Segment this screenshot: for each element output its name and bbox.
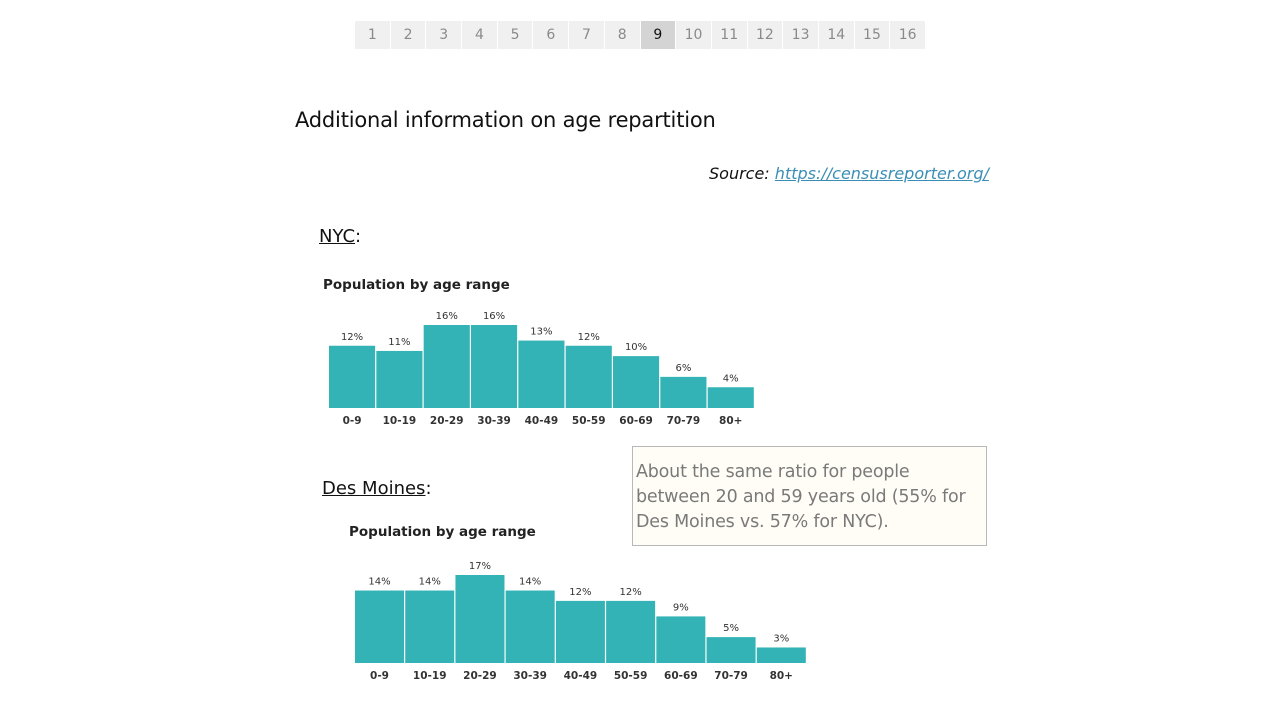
page-button-15[interactable]: 15 [854, 21, 890, 49]
chart-title: Population by age range [349, 524, 536, 540]
bar-50-59 [565, 345, 612, 408]
des-moines-age-chart: Population by age range 14% 0-9 14% 10-19 17%… [349, 524, 806, 682]
value-label: 13% [530, 327, 552, 338]
value-label: 17% [469, 561, 491, 572]
category-label: 0-9 [370, 670, 389, 682]
value-label: 6% [675, 363, 691, 374]
bar-60-69 [613, 356, 660, 408]
page-title: Additional information on age repartitio… [295, 108, 716, 132]
page-button-11[interactable]: 11 [711, 21, 747, 49]
category-label: 80+ [719, 415, 742, 427]
bar-30-39 [505, 590, 555, 663]
des-moines-heading: Des Moines: [322, 478, 432, 499]
category-label: 20-29 [430, 415, 464, 427]
category-label: 60-69 [619, 415, 653, 427]
category-label: 10-19 [413, 670, 447, 682]
value-label: 3% [773, 633, 789, 644]
des-moines-colon: : [425, 478, 432, 499]
page-button-9[interactable]: 9 [640, 21, 676, 49]
pagination: 1 2 3 4 5 6 7 8 9 10 11 12 13 14 15 16 [355, 21, 926, 49]
category-label: 0-9 [343, 415, 362, 427]
value-label: 12% [620, 587, 642, 598]
category-label: 60-69 [664, 670, 698, 682]
page-button-5[interactable]: 5 [497, 21, 533, 49]
source-link[interactable]: https://censusreporter.org/ [774, 164, 989, 183]
page-button-7[interactable]: 7 [569, 21, 604, 49]
bar-40-49 [555, 600, 605, 663]
value-label: 9% [673, 602, 689, 613]
page-button-8[interactable]: 8 [604, 21, 640, 49]
bar-0-9 [329, 345, 376, 408]
bar-0-9 [355, 590, 405, 663]
bar-30-39 [471, 325, 518, 408]
category-label: 80+ [770, 670, 793, 682]
value-label: 14% [419, 577, 441, 588]
source-line: Source: https://censusreporter.org/ [709, 164, 989, 183]
category-label: 40-49 [525, 415, 559, 427]
category-label: 20-29 [463, 670, 497, 682]
bar-70-79 [706, 637, 756, 663]
value-label: 16% [483, 311, 505, 322]
value-label: 14% [368, 577, 390, 588]
value-label: 12% [569, 587, 591, 598]
chart-title: Population by age range [323, 277, 510, 293]
page-button-4[interactable]: 4 [462, 21, 497, 49]
category-label: 50-59 [572, 415, 606, 427]
page-button-6[interactable]: 6 [533, 21, 569, 49]
category-label: 40-49 [564, 670, 598, 682]
page-button-16[interactable]: 16 [890, 21, 925, 49]
bar-20-29 [423, 325, 470, 408]
bar-80+ [707, 387, 754, 408]
value-label: 16% [436, 311, 458, 322]
value-label: 14% [519, 577, 541, 588]
value-label: 12% [341, 332, 363, 343]
value-label: 5% [723, 623, 739, 634]
nyc-age-chart: Population by age range 12% 0-9 11% 10-19 16%… [323, 277, 754, 427]
page-button-3[interactable]: 3 [426, 21, 462, 49]
category-label: 50-59 [614, 670, 648, 682]
category-label: 30-39 [477, 415, 511, 427]
bar-10-19 [405, 590, 455, 663]
des-moines-label: Des Moines [322, 478, 426, 499]
value-label: 4% [723, 373, 739, 384]
page-button-1[interactable]: 1 [355, 21, 390, 49]
nyc-heading: NYC: [319, 226, 361, 247]
value-label: 12% [578, 332, 600, 343]
page-button-2[interactable]: 2 [390, 21, 426, 49]
nyc-colon: : [355, 226, 362, 247]
page-button-12[interactable]: 12 [747, 21, 783, 49]
nyc-label: NYC [319, 226, 356, 247]
source-label: Source: [709, 164, 770, 183]
value-label: 10% [625, 342, 647, 353]
bar-50-59 [606, 600, 656, 663]
category-label: 30-39 [513, 670, 547, 682]
bar-40-49 [518, 340, 565, 408]
bar-70-79 [660, 376, 707, 408]
page-button-13[interactable]: 13 [783, 21, 818, 49]
page-button-14[interactable]: 14 [818, 21, 854, 49]
category-label: 10-19 [383, 415, 417, 427]
bar-10-19 [376, 350, 423, 408]
category-label: 70-79 [667, 415, 701, 427]
page-button-10[interactable]: 10 [676, 21, 711, 49]
bar-80+ [756, 647, 806, 663]
bar-60-69 [656, 616, 706, 663]
value-label: 11% [388, 337, 410, 348]
bar-20-29 [455, 575, 505, 663]
category-label: 70-79 [714, 670, 748, 682]
comparison-note: About the same ratio for people between … [632, 446, 987, 546]
